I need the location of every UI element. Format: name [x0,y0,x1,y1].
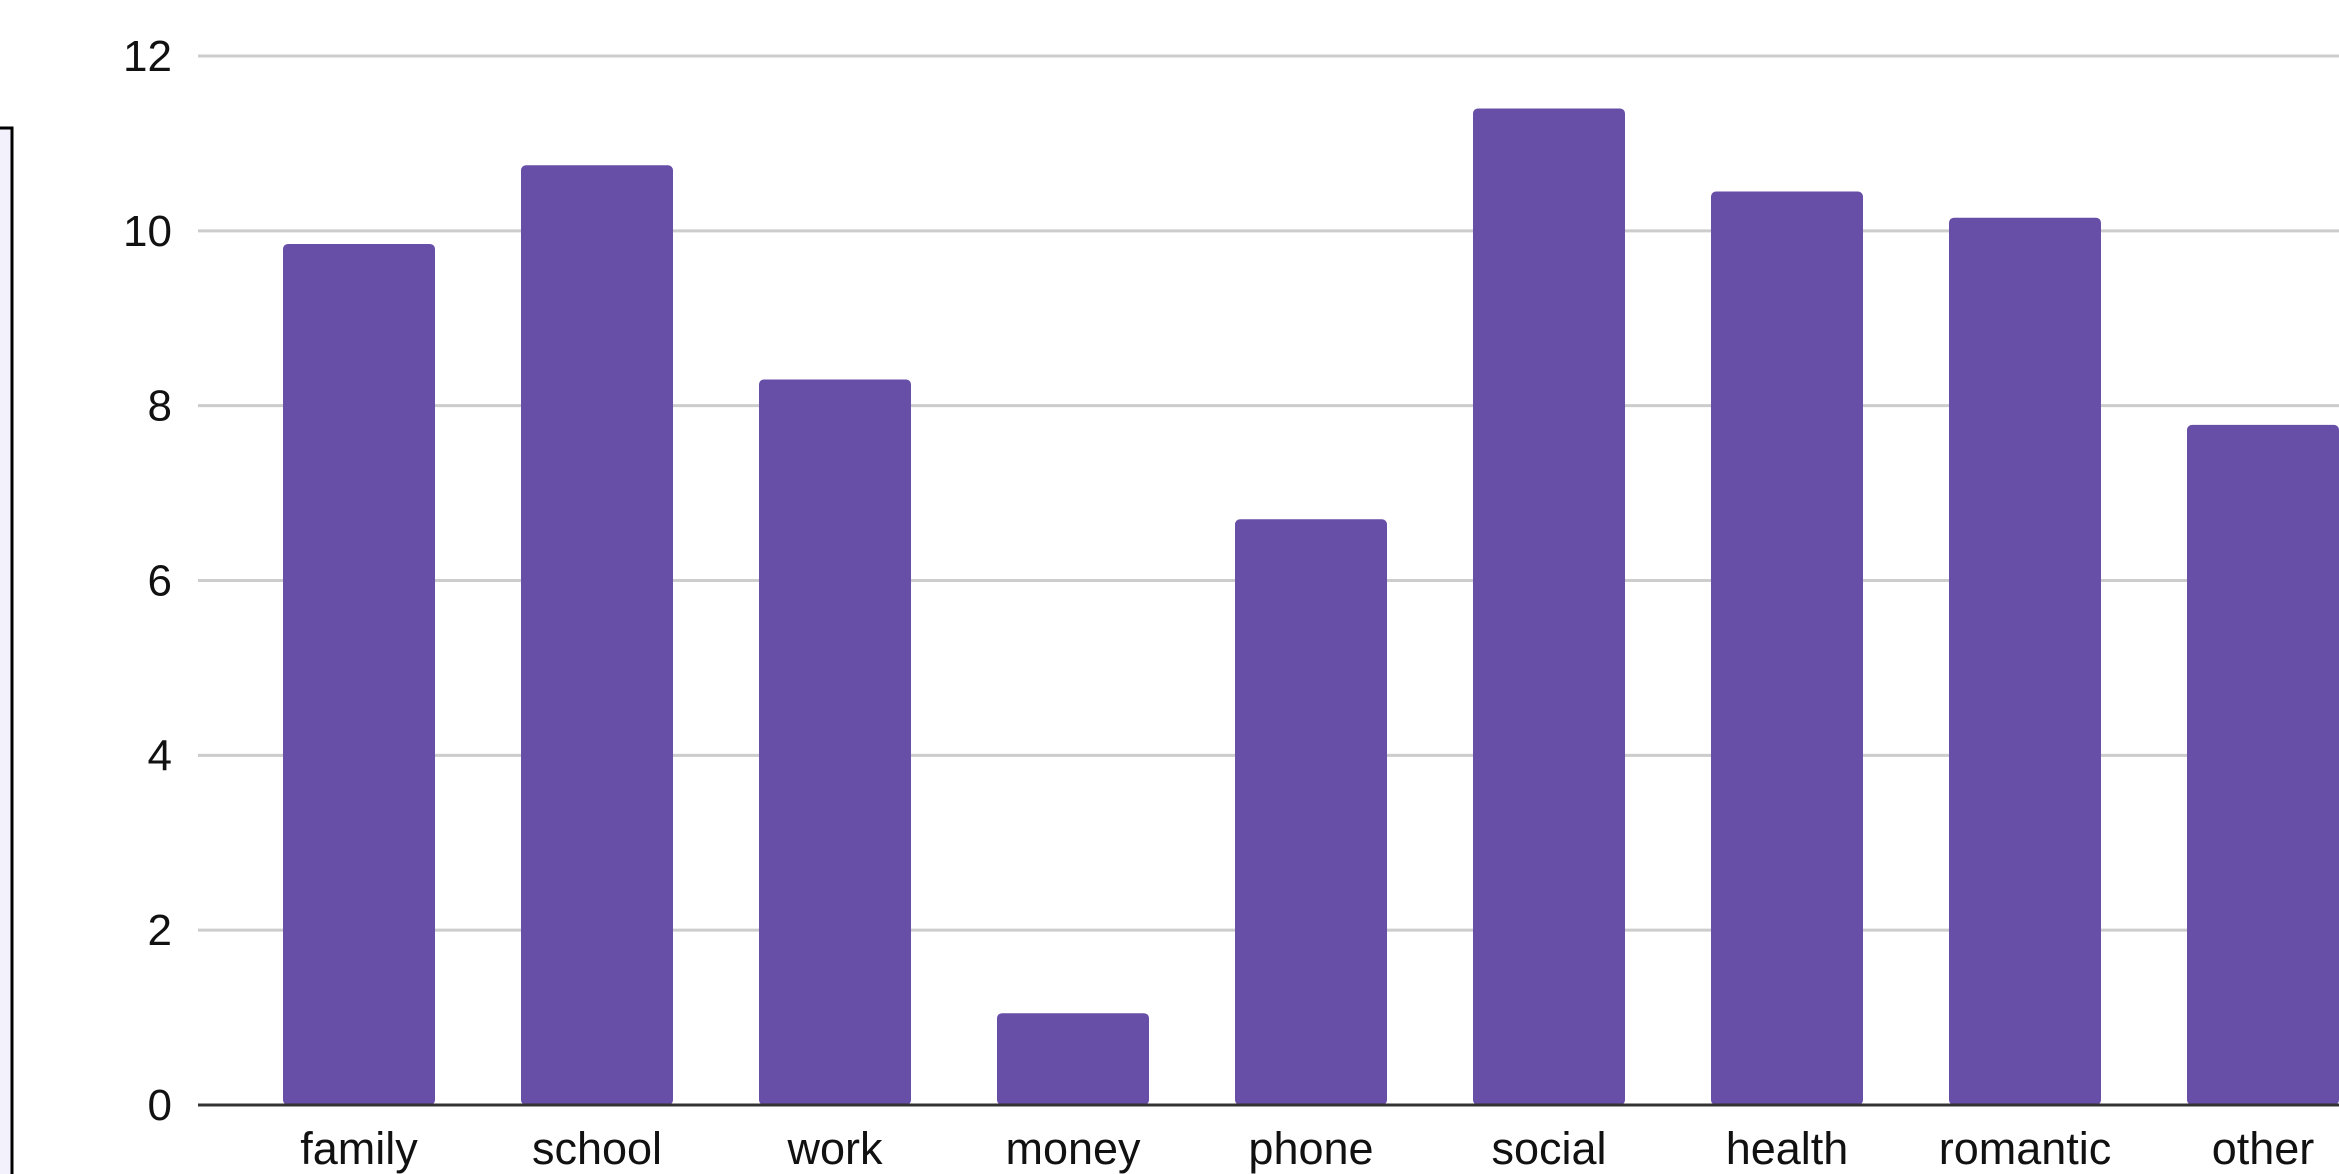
y-tick-label: 8 [148,382,172,431]
y-tick-label: 0 [148,1081,172,1130]
y-tick-label: 12 [123,32,172,81]
y-tick-label: 4 [148,731,172,780]
x-category-label: social [1491,1123,1606,1174]
x-category-label: romantic [1939,1123,2112,1174]
x-category-label: work [786,1123,883,1174]
left-panel-fragment [0,126,14,1174]
x-category-label: family [300,1123,418,1174]
bar-phone [1235,519,1387,1105]
y-tick-label: 2 [148,906,172,955]
bar-health [1711,191,1863,1105]
bars [283,108,2339,1106]
x-category-label: money [1005,1123,1141,1174]
bar-social [1473,108,1625,1105]
y-axis-ticks: 0 2 4 6 8 10 12 [123,32,172,1130]
x-axis-labels: family school work money phone social health ro… [300,1123,2314,1174]
x-category-label: phone [1248,1123,1373,1174]
y-tick-label: 10 [123,207,172,256]
x-category-label: other [2212,1123,2315,1174]
bar-other [2187,424,2339,1106]
x-category-label: health [1726,1123,1849,1174]
bar-money [997,1013,1149,1105]
bar-work [759,379,911,1106]
bar-romantic [1949,217,2101,1106]
bar-school [521,165,673,1106]
bar-family [283,243,435,1106]
x-category-label: school [532,1123,662,1174]
y-tick-label: 6 [148,557,172,606]
